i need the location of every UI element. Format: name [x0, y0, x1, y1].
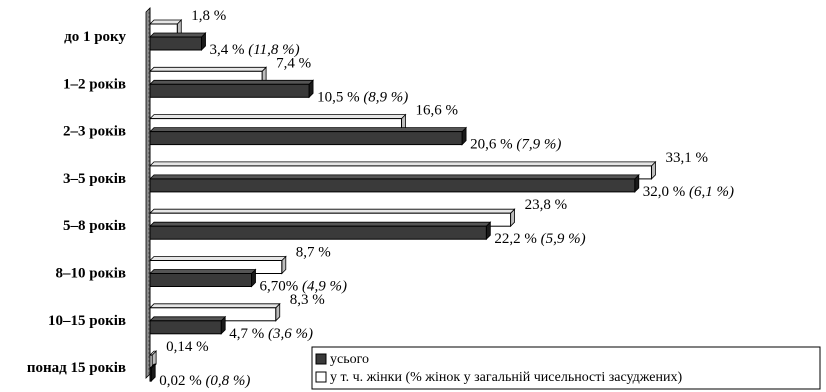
bar-total-top: [149, 221, 492, 227]
data-label-total: 0,02 % (0,8 %): [159, 373, 250, 389]
bar-total-front: [149, 367, 152, 382]
data-label-women: 23,8 %: [525, 197, 568, 213]
category-label: 5–8 років: [63, 218, 126, 234]
bar-total-front: [149, 131, 463, 146]
category-label: 10–15 років: [48, 313, 126, 329]
bar-total-top: [149, 269, 257, 274]
bar-women-top: [149, 114, 407, 119]
data-label-women: 33,1 %: [665, 150, 708, 166]
bar-total-top: [149, 32, 207, 38]
data-label-women-share: (5,9 %): [541, 231, 586, 247]
data-label-total: 10,5 % (8,9 %): [317, 89, 408, 105]
data-label-total: 20,6 % (7,9 %): [470, 137, 561, 153]
legend-label-women: у т. ч. жінки (% жінок у загальній чисел…: [330, 370, 682, 385]
data-label-total: 32,0 % (6,1 %): [643, 184, 734, 200]
legend-swatch-women: [315, 371, 327, 383]
data-label-women-share: (6,1 %): [689, 184, 734, 200]
axis-wall: [145, 7, 151, 379]
data-label-women: 7,4 %: [276, 55, 311, 71]
bar-total-top: [149, 79, 315, 85]
category-label: 3–5 років: [63, 171, 126, 187]
data-label-women: 1,8 %: [191, 8, 226, 24]
bar-total-front: [149, 83, 310, 98]
data-label-women: 8,3 %: [290, 292, 325, 308]
data-label-women-share: (8,9 %): [363, 89, 408, 105]
bar-total-front: [149, 178, 636, 193]
bar-total-front: [149, 36, 203, 51]
bar-total-front: [149, 273, 253, 287]
legend-swatch-total: [315, 353, 327, 365]
bar-total-top: [149, 127, 468, 133]
data-label-women-share: (7,9 %): [516, 137, 561, 153]
data-label-women: 8,7 %: [296, 245, 331, 261]
bar-women-top: [149, 19, 183, 25]
legend-box: [311, 346, 821, 390]
bar-total-front: [149, 320, 222, 335]
bar-total: [149, 126, 468, 146]
bar-women-top: [149, 256, 287, 261]
plot-area: до 1 року 1,8 % 3,4 % (11,8 %) 1–2 років 7,4…: [27, 7, 734, 389]
bar-total: [149, 315, 227, 335]
bar-total-top: [149, 174, 640, 180]
category-label: понад 15 років: [27, 360, 126, 376]
category-label: 8–10 років: [55, 266, 126, 282]
bar-total-top: [149, 316, 227, 322]
data-label-total: 22,2 % (5,9 %): [494, 231, 585, 247]
bar-total: [149, 32, 207, 51]
category-label: 1–2 років: [63, 76, 126, 92]
bar-total: [149, 79, 315, 99]
category-label: до 1 року: [64, 29, 126, 45]
legend-label-total: усього: [330, 352, 369, 367]
data-label-women-share: (3,6 %): [268, 326, 313, 342]
bar-total: [149, 268, 257, 288]
bar-total-front: [149, 225, 487, 240]
data-label-women: 16,6 %: [415, 103, 458, 119]
data-label-women: 0,14 %: [166, 339, 209, 355]
legend: усього у т. ч. жінки (% жінок у загальній…: [311, 346, 821, 390]
data-label-total: 6,70% (4,9 %): [260, 279, 348, 295]
bar-total: [149, 173, 640, 193]
data-label-women-share: (0,8 %): [205, 373, 250, 389]
bar-women-top: [149, 208, 516, 214]
category-label: 2–3 років: [63, 124, 126, 140]
bar-women-top: [149, 161, 657, 167]
data-label-total: 3,4 % (11,8 %): [210, 42, 300, 58]
data-label-total: 4,7 % (3,6 %): [229, 326, 313, 342]
bar-women-top: [149, 303, 281, 309]
bar-total: [149, 221, 492, 241]
bar-women-top: [149, 66, 268, 72]
bar-total: [149, 363, 157, 383]
data-label-women-share: (11,8 %): [248, 42, 299, 58]
data-label-women-share: (4,9 %): [302, 279, 347, 295]
